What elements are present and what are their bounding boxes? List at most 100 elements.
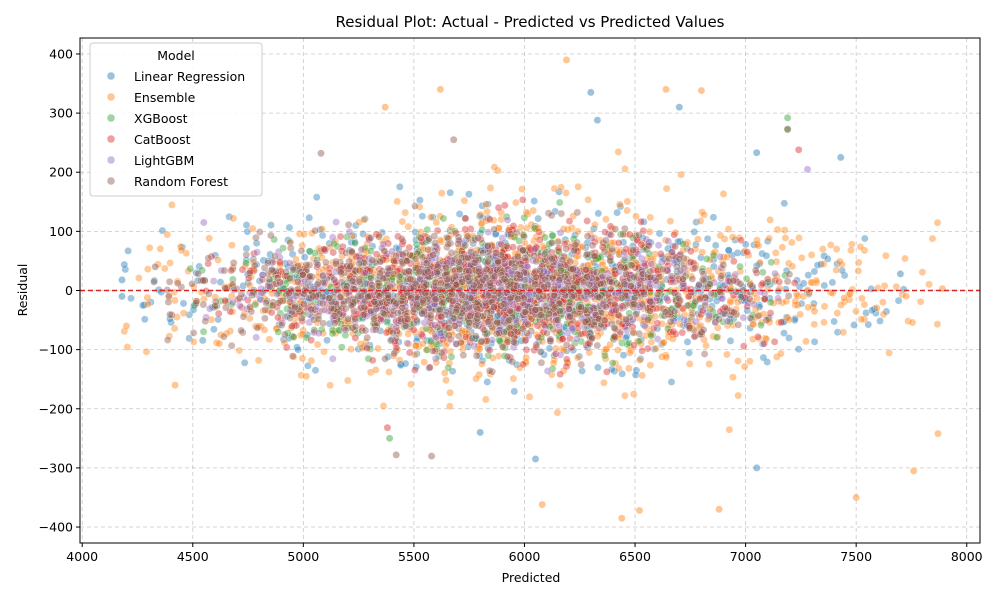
data-point: [616, 263, 625, 271]
data-point: [274, 328, 283, 336]
data-point: [524, 320, 532, 329]
data-point: [199, 218, 208, 227]
data-point: [614, 148, 623, 156]
data-point: [452, 340, 461, 348]
data-point: [273, 290, 281, 299]
data-point: [591, 220, 599, 229]
data-point: [662, 184, 671, 193]
data-point: [858, 294, 866, 303]
data-point: [229, 259, 238, 267]
data-point: [439, 214, 448, 223]
data-point: [493, 318, 502, 327]
data-point: [758, 249, 766, 258]
data-point: [324, 294, 333, 303]
data-point: [361, 326, 370, 335]
data-point: [790, 316, 799, 325]
data-point: [596, 279, 605, 288]
data-point: [556, 228, 565, 237]
data-point: [796, 310, 805, 319]
data-point: [192, 269, 201, 277]
data-point: [385, 434, 394, 443]
data-point: [783, 113, 792, 122]
data-point: [427, 213, 435, 222]
data-point: [706, 280, 714, 288]
data-point: [780, 329, 788, 337]
data-point: [482, 200, 490, 209]
data-point: [199, 327, 208, 336]
data-point: [390, 349, 398, 358]
data-point: [300, 230, 308, 239]
data-point: [766, 216, 774, 224]
data-point: [252, 333, 261, 342]
data-point: [790, 279, 799, 287]
data-point: [826, 241, 835, 249]
data-point: [896, 270, 905, 278]
data-point: [343, 376, 352, 385]
data-point: [547, 255, 556, 263]
data-point: [509, 222, 518, 230]
data-point: [556, 350, 565, 359]
data-point: [413, 316, 421, 325]
data-point: [636, 355, 645, 363]
data-point: [690, 228, 699, 236]
data-point: [586, 88, 595, 97]
data-point: [683, 338, 692, 346]
data-point: [520, 232, 528, 241]
data-point: [666, 317, 675, 326]
data-point: [118, 276, 126, 284]
data-point: [312, 193, 321, 202]
data-point: [142, 347, 151, 356]
data-point: [767, 258, 776, 267]
data-point: [820, 318, 828, 327]
data-point: [625, 364, 633, 373]
data-point: [838, 266, 846, 275]
data-point: [474, 267, 483, 276]
data-point: [860, 315, 869, 324]
data-point: [685, 348, 693, 357]
data-point: [309, 292, 317, 301]
data-point: [449, 135, 458, 144]
data-point: [588, 241, 597, 250]
data-point: [670, 230, 679, 239]
data-point: [635, 329, 644, 338]
data-point: [311, 366, 320, 375]
data-point: [235, 301, 244, 310]
data-point: [242, 244, 251, 253]
data-point: [602, 302, 610, 311]
data-point: [226, 327, 235, 335]
data-point: [384, 353, 392, 361]
data-point: [360, 215, 368, 224]
data-point: [662, 85, 670, 94]
data-point: [830, 317, 838, 326]
data-point: [398, 250, 407, 259]
data-point: [818, 245, 827, 253]
x-tick-label: 6000: [509, 549, 541, 564]
data-point: [485, 346, 494, 355]
data-point: [646, 213, 655, 222]
data-point: [465, 190, 473, 199]
data-point: [242, 221, 251, 229]
data-point: [565, 305, 573, 313]
data-point: [242, 250, 251, 259]
data-point: [546, 335, 555, 344]
data-point: [267, 221, 275, 229]
data-point: [346, 262, 355, 271]
data-point: [145, 243, 154, 252]
x-tick-label: 4500: [177, 549, 209, 564]
data-point: [837, 301, 845, 309]
data-point: [562, 56, 571, 64]
data-point: [653, 290, 662, 299]
data-point: [610, 332, 619, 341]
data-point: [554, 316, 562, 324]
data-point: [386, 336, 395, 345]
data-point: [554, 244, 563, 253]
data-point: [265, 335, 274, 344]
data-point: [480, 326, 489, 335]
y-tick-label: 300: [49, 106, 73, 121]
data-point: [307, 305, 316, 314]
legend-entry-label: LightGBM: [134, 153, 194, 168]
data-point: [655, 229, 664, 238]
data-point: [124, 247, 132, 255]
y-tick-label: −400: [39, 520, 73, 535]
data-point: [314, 315, 323, 323]
